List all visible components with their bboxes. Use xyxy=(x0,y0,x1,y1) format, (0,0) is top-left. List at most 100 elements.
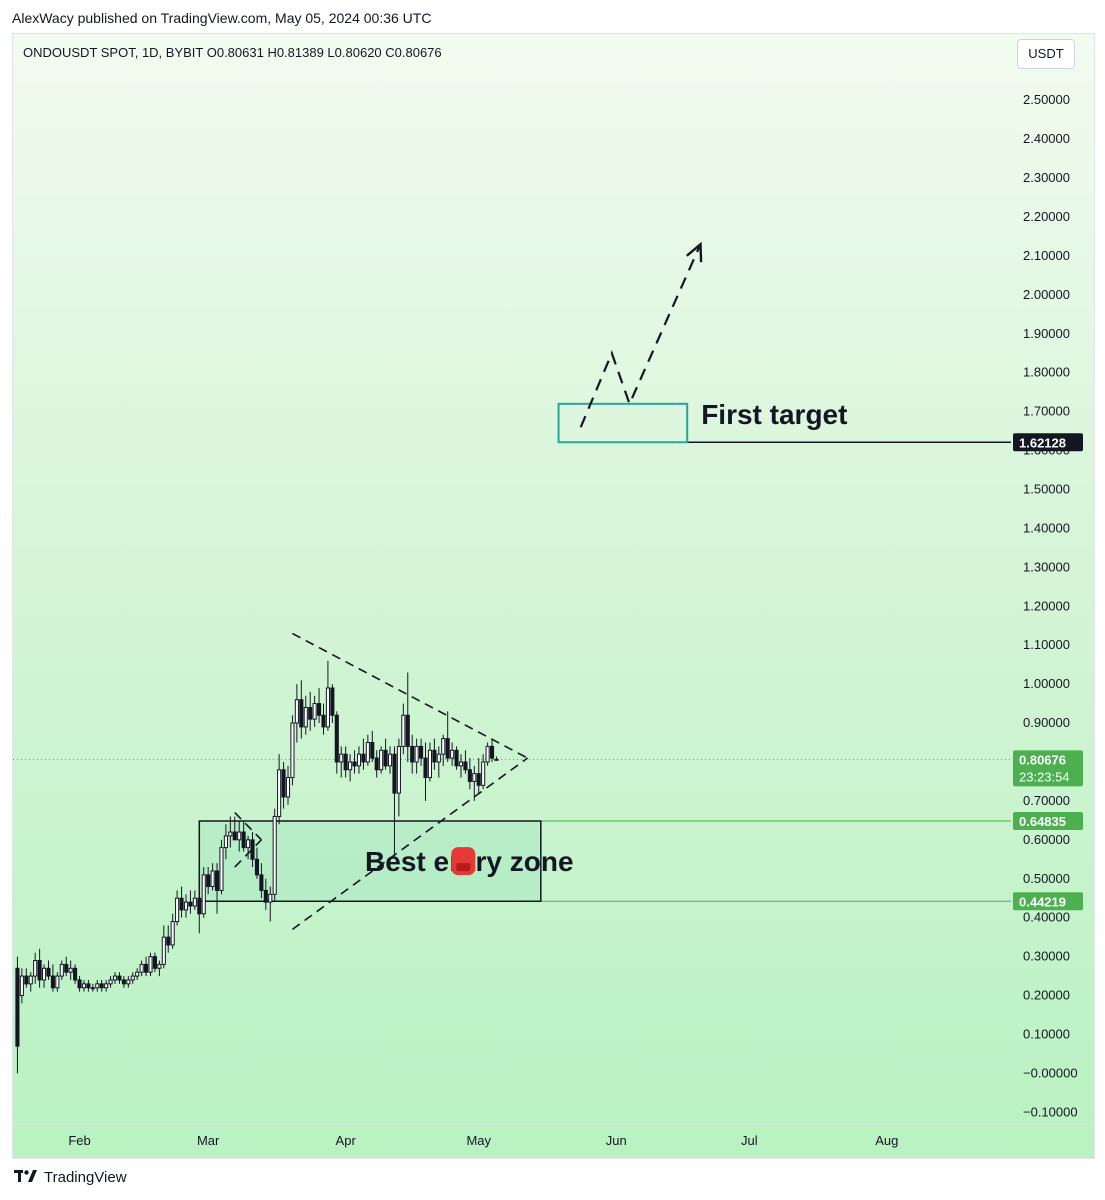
candle-body xyxy=(374,757,379,771)
candle-body xyxy=(281,769,286,798)
candle-body xyxy=(90,987,95,990)
pennant-lower-line xyxy=(234,839,262,868)
candle-body xyxy=(130,975,135,981)
y-tick-label: 2.50000 xyxy=(1023,92,1070,107)
x-tick-label: Apr xyxy=(336,1133,357,1148)
candle-body xyxy=(370,742,375,759)
candle-body xyxy=(108,979,113,985)
publisher-line: AlexWacy published on TradingView.com, M… xyxy=(12,10,432,26)
candle-body xyxy=(458,761,464,767)
x-tick-label: Mar xyxy=(197,1133,220,1148)
candle-body xyxy=(166,936,171,946)
candle-body xyxy=(77,979,82,989)
last-price-badge-label: 0.80676 xyxy=(1019,752,1066,767)
y-tick-label: 1.50000 xyxy=(1023,481,1070,496)
x-tick-label: Jul xyxy=(741,1133,758,1148)
candle-body xyxy=(494,758,499,761)
candle-body xyxy=(33,960,38,977)
candle-body xyxy=(472,773,477,782)
y-tick-label: 2.10000 xyxy=(1023,248,1070,263)
candle-body xyxy=(99,983,104,989)
candle-body xyxy=(19,975,24,997)
candle-body xyxy=(37,960,42,981)
candle-body xyxy=(144,963,149,973)
projection-arrowhead-icon xyxy=(685,241,703,263)
candle-body xyxy=(50,975,55,989)
pennant-upper-line xyxy=(234,812,262,841)
y-tick-label: 2.40000 xyxy=(1023,131,1070,146)
candle-body xyxy=(441,738,446,755)
candle-body xyxy=(157,963,162,969)
candle-body xyxy=(379,749,384,771)
y-tick-label: 0.60000 xyxy=(1023,832,1070,847)
projection-path xyxy=(579,243,702,428)
y-tick-label: 0.10000 xyxy=(1023,1026,1070,1041)
zone-price-badge xyxy=(1013,892,1083,911)
candle-body xyxy=(290,722,295,779)
candle-body xyxy=(334,714,339,763)
candle-body xyxy=(392,753,397,794)
currency-button[interactable]: USDT xyxy=(1017,39,1075,69)
y-tick-label: 1.20000 xyxy=(1023,598,1070,613)
candle-body xyxy=(28,975,33,985)
candle-body xyxy=(436,753,441,763)
candle-body xyxy=(277,769,282,817)
candle-body xyxy=(361,753,366,763)
tradingview-logo-icon xyxy=(14,1168,38,1187)
candle-body xyxy=(317,703,322,716)
candle-body xyxy=(148,956,153,973)
candle-body xyxy=(24,975,29,985)
footer-brand[interactable]: TradingView xyxy=(14,1168,127,1187)
y-tick-label: 1.70000 xyxy=(1023,404,1070,419)
candle-body xyxy=(139,963,144,973)
y-tick-label: 2.20000 xyxy=(1023,209,1070,224)
candle-body xyxy=(232,831,237,841)
candle-body xyxy=(175,897,180,923)
candle-body xyxy=(423,757,428,779)
y-tick-label: 1.00000 xyxy=(1023,676,1070,691)
x-tick-label: Aug xyxy=(875,1133,898,1148)
candle-body xyxy=(263,889,268,903)
candle-body xyxy=(325,687,330,728)
candle-body xyxy=(117,975,122,981)
candle-body xyxy=(419,745,424,759)
candle-body xyxy=(396,745,401,794)
candle-body xyxy=(432,749,437,763)
zone-price-badge-label: 0.64835 xyxy=(1019,814,1066,829)
x-tick-label: Feb xyxy=(68,1133,90,1148)
candle-body xyxy=(294,699,299,724)
candle-body xyxy=(387,753,393,767)
candle-body xyxy=(414,745,419,763)
candle-body xyxy=(201,874,206,915)
target-zone-box[interactable] xyxy=(557,402,689,444)
candle-body xyxy=(41,967,47,981)
candle-body xyxy=(95,983,100,989)
candle-body xyxy=(59,963,64,977)
candle-body xyxy=(445,738,450,759)
candle-body xyxy=(352,761,357,767)
candle-body xyxy=(383,749,388,767)
candle-body xyxy=(246,839,251,849)
candle-body xyxy=(405,714,410,747)
candle-body xyxy=(268,893,273,903)
y-tick-label: 0.90000 xyxy=(1023,715,1070,730)
candle-body xyxy=(259,874,264,891)
candle-body xyxy=(86,983,91,989)
candle-body xyxy=(73,967,78,981)
candle-body xyxy=(121,979,126,985)
candle-body xyxy=(179,897,184,911)
candle-body xyxy=(308,706,313,720)
y-tick-label: 1.80000 xyxy=(1023,365,1070,380)
candle-body xyxy=(241,831,246,849)
candle-body xyxy=(312,703,317,720)
candle-body xyxy=(463,761,468,771)
candle-body xyxy=(81,983,87,989)
candle-body xyxy=(197,897,202,915)
x-tick-label: May xyxy=(466,1133,491,1148)
candle-body xyxy=(410,745,415,763)
candle-body xyxy=(237,831,242,841)
candle-body xyxy=(64,963,69,973)
candle-body xyxy=(112,975,118,981)
